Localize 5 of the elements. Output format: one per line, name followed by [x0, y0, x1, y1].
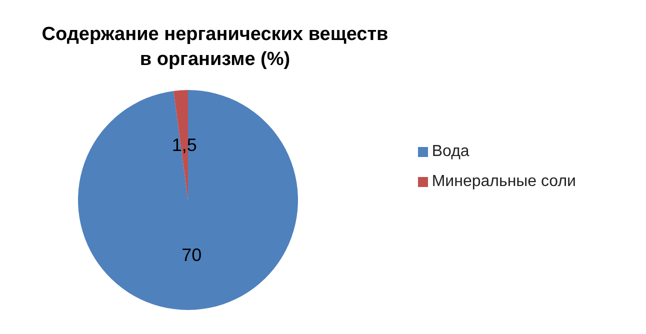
data-label: 70	[182, 244, 202, 265]
legend-label: Вода	[432, 143, 470, 160]
legend-label: Минеральные соли	[432, 173, 576, 190]
chart-title: Содержание нерганических веществ в организме (%)	[40, 23, 390, 72]
pie-slice	[78, 90, 298, 310]
